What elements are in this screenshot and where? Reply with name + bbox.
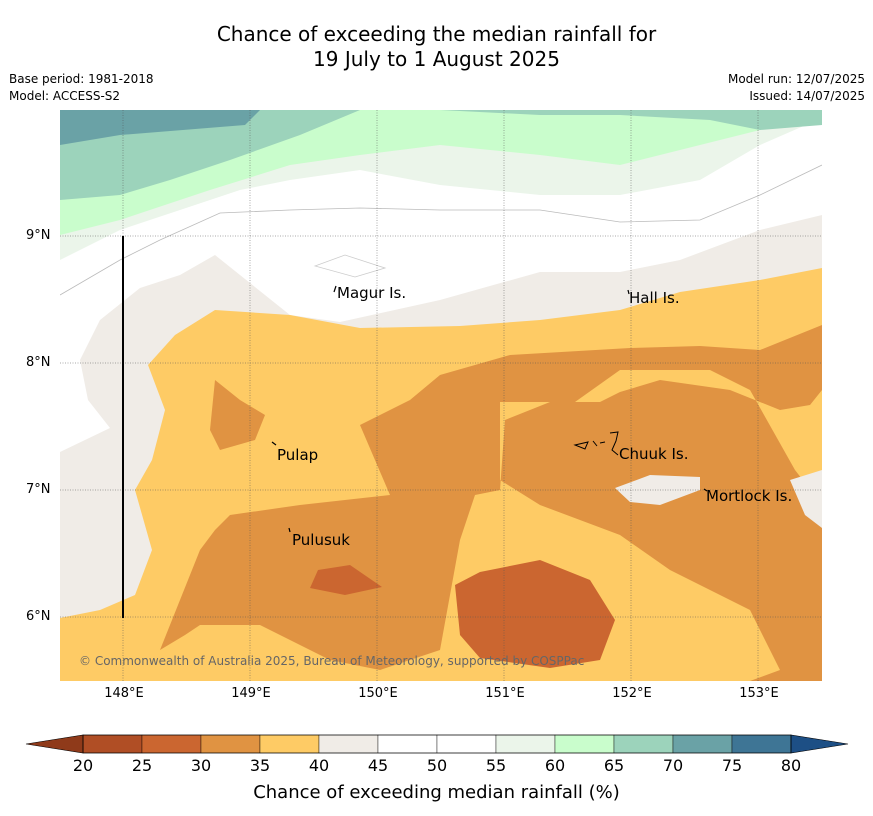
- x-tick-label: 152°E: [612, 686, 652, 701]
- colorbar-tick-label: 80: [780, 756, 802, 775]
- colorbar-cell: [82, 734, 143, 754]
- colorbar-tick-label: 40: [308, 756, 330, 775]
- colorbar-tick-label: 65: [603, 756, 625, 775]
- colorbar-tick-label: 55: [485, 756, 507, 775]
- gridlines: [60, 110, 822, 681]
- colorbar: [25, 734, 849, 754]
- magur-white-patch: [313, 254, 387, 278]
- meta-right: Model run: 12/07/2025 Issued: 14/07/2025: [728, 71, 865, 105]
- place-label-hall: Hall Is.: [629, 289, 680, 307]
- base-period: Base period: 1981-2018: [9, 72, 154, 86]
- colorbar-tick-label: 75: [721, 756, 743, 775]
- colorbar-cell: [554, 734, 615, 754]
- contour-line: [60, 164, 822, 296]
- place-label-mortlock: Mortlock Is.: [706, 487, 792, 505]
- island-mark: [288, 527, 291, 533]
- colorbar-tick-label: 45: [367, 756, 389, 775]
- class-30-35-region: [135, 325, 822, 681]
- x-tick-label: 151°E: [485, 686, 525, 701]
- model-name: Model: ACCESS-S2: [9, 89, 121, 103]
- y-tick-label: 9°N: [26, 228, 51, 243]
- colorbar-cell: [613, 734, 674, 754]
- y-tick-label: 7°N: [26, 482, 51, 497]
- colorbar-tick-label: 20: [72, 756, 94, 775]
- place-label-pulap: Pulap: [277, 446, 318, 464]
- y-tick-label: 8°N: [26, 355, 51, 370]
- colorbar-cell: [259, 734, 320, 754]
- colorbar-tick-label: 35: [249, 756, 271, 775]
- colorbar-frame: [82, 734, 792, 754]
- colorbar-cell: [318, 734, 379, 754]
- rainfall-map: Magur Is. Hall Is. Pulap Chuuk Is. Mortl…: [60, 110, 822, 681]
- island-mark: [703, 488, 708, 492]
- x-tick-label: 153°E: [739, 686, 779, 701]
- chuuk-islands-shape: [573, 431, 619, 456]
- colorbar-tick-label: 60: [544, 756, 566, 775]
- place-label-chuuk: Chuuk Is.: [619, 445, 688, 463]
- colorbar-over-arrow: [790, 734, 849, 754]
- meta-left: Base period: 1981-2018 Model: ACCESS-S2: [9, 71, 154, 105]
- colorbar-cell: [200, 734, 261, 754]
- island-mark: [627, 289, 630, 295]
- title-line-1: Chance of exceeding the median rainfall …: [216, 22, 657, 46]
- island-mark: [333, 285, 337, 293]
- colorbar-cell: [141, 734, 202, 754]
- class-25-30-region: [310, 560, 615, 668]
- x-tick-label: 150°E: [358, 686, 398, 701]
- colorbar-cell: [731, 734, 792, 754]
- class-70-75-region: [60, 110, 260, 145]
- colorbar-cell: [495, 734, 556, 754]
- island-mark: [271, 441, 277, 446]
- colorbar-tick-label: 50: [426, 756, 448, 775]
- y-tick-label: 6°N: [26, 609, 51, 624]
- colorbar-cell: [377, 734, 438, 754]
- colorbar-tick-label: 30: [190, 756, 212, 775]
- x-tick-label: 149°E: [231, 686, 271, 701]
- place-label-pulusuk: Pulusuk: [292, 531, 350, 549]
- colorbar-cell: [672, 734, 733, 754]
- colorbar-label: Chance of exceeding median rainfall (%): [253, 782, 620, 803]
- copyright-text: © Commonwealth of Australia 2025, Bureau…: [79, 654, 584, 668]
- colorbar-cells: [82, 734, 792, 754]
- title-line-2: 19 July to 1 August 2025: [313, 47, 560, 71]
- colorbar-cell: [436, 734, 497, 754]
- colorbar-ticks: 20 25 30 35 40 45 50 55 60 65 70 75 80: [0, 756, 873, 778]
- x-tick-label: 148°E: [104, 686, 144, 701]
- colorbar-tick-label: 25: [131, 756, 153, 775]
- issued-date: Issued: 14/07/2025: [749, 89, 865, 103]
- chart-title: Chance of exceeding the median rainfall …: [0, 22, 873, 72]
- place-label-magur: Magur Is.: [337, 284, 406, 302]
- class-40-45-patch: [615, 470, 822, 528]
- model-run: Model run: 12/07/2025: [727, 72, 865, 86]
- colorbar-tick-label: 70: [662, 756, 684, 775]
- colorbar-under-arrow: [25, 734, 84, 754]
- class-65-70-region: [60, 110, 822, 200]
